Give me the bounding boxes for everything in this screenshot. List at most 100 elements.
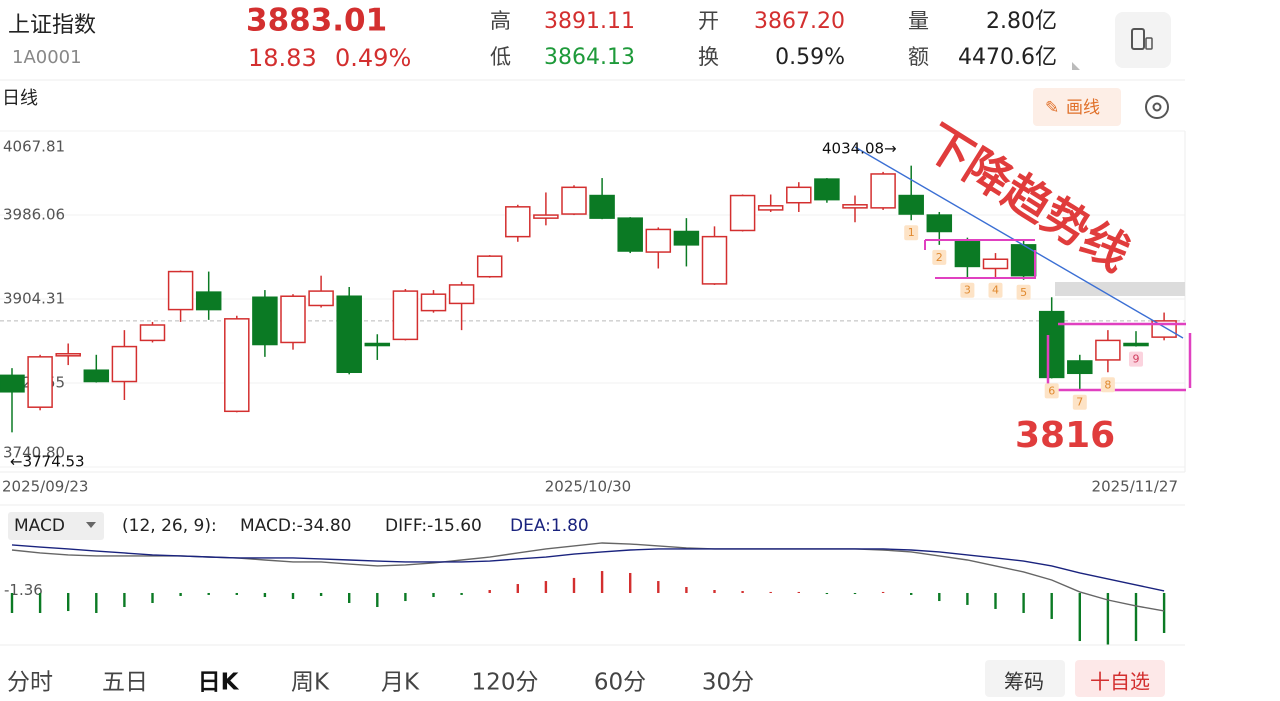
candle-body [533,214,559,219]
candle-body [561,186,587,215]
tab[interactable]: 30分 [702,670,754,696]
macd-bar [797,591,800,593]
handwritten-price: 3816 [1015,415,1115,456]
candle-body [111,345,138,383]
button-bg[interactable] [1075,660,1165,697]
macd-bar [319,592,323,596]
candle-body [476,255,503,278]
macd-bar [966,592,969,605]
candle-body [505,206,531,238]
candle-body [1123,342,1149,347]
settings-icon[interactable] [1145,95,1169,119]
macd-bar [1134,592,1138,642]
candle-body [617,217,643,252]
tab[interactable]: 60分 [594,670,646,696]
candle-body [252,296,278,346]
indicator-select[interactable] [8,512,104,540]
stat-value: 3864.13 [544,45,635,70]
indicator-params: (12, 26, 9): [122,516,217,536]
marker-label: 7 [1076,396,1083,409]
candle-body [195,291,222,311]
candle-body [392,290,419,341]
macd-bar [825,592,829,595]
candle-body [645,228,672,253]
macd-bar [713,590,716,593]
candle-body [308,290,334,307]
candle-body [898,194,924,215]
right-button[interactable]: 十自选 [1090,670,1150,694]
marker-box [932,249,947,265]
stat-label: 低 [490,45,511,69]
marker-box [1072,394,1087,410]
y-tick-label: -1.36 [4,581,43,599]
candle-body [786,186,812,204]
tab[interactable]: 分时 [7,670,53,696]
candle-body [842,204,868,209]
change: 18.83 [248,44,317,72]
tab[interactable]: 五日 [102,670,148,696]
macd-bar [1022,592,1025,613]
marker-label: 1 [908,226,915,239]
marker-box [960,282,975,298]
candle-body [420,293,447,312]
right-button[interactable]: 筹码 [1004,670,1044,694]
marker-box [1044,383,1059,399]
candle-body [83,369,110,383]
macd-bar [600,571,604,593]
macd-bar [685,587,688,593]
marker-label: 5 [1020,286,1027,299]
marker-box [1016,284,1031,300]
trend-line [854,146,1184,339]
macd-bar [488,590,491,593]
macd-bar [123,592,126,608]
marker-label: 9 [1133,353,1140,366]
macd-bar [910,592,913,595]
dea-readout: DEA:1.80 [510,516,589,536]
button-bg[interactable] [985,660,1065,697]
draw-button-label: 画线 [1066,98,1100,118]
macd-bar [10,592,14,613]
marker-box [1129,351,1143,367]
macd-bar [263,592,267,598]
y-tick-label: 4067.81 [3,138,65,156]
candle-body [673,230,700,246]
candle-body [364,342,391,347]
tab[interactable]: 日K [198,670,240,696]
macd-bar [291,592,295,599]
macd-bar [151,592,154,603]
macd-bar [404,592,407,602]
marker-box [904,225,919,241]
macd-bar [516,584,519,593]
macd-bar [67,592,70,612]
stat-label: 量 [908,9,929,33]
tab[interactable]: 月K [381,670,420,696]
highlight-box [1046,322,1192,392]
tab[interactable]: 120分 [472,670,539,696]
y-tick-label: 3740.80 [3,444,65,462]
marker-box [1100,377,1115,393]
macd-bar [1078,592,1081,642]
settings-icon [1152,102,1162,112]
diff-readout: DIFF:-15.60 [385,516,482,536]
marker-label: 6 [1048,384,1055,397]
macd-bar [938,592,941,602]
device-icon [1145,37,1153,50]
price: 3883.01 [246,3,387,39]
candle-body [280,295,306,344]
draw-button[interactable] [1033,88,1121,126]
marker-label: 8 [1104,378,1111,391]
macd-bar [38,592,42,613]
index-name: 上证指数 [8,13,96,38]
y-tick-label: 3986.06 [3,205,65,223]
tab[interactable]: 周K [291,670,330,696]
macd-readout: MACD:-34.80 [240,516,352,536]
dropdown-arrow [86,522,96,528]
price-tag [1055,282,1185,296]
candle-body [982,258,1009,270]
y-tick-label: 3904.31 [3,289,65,307]
macd-bar [348,592,351,603]
macd-bar [207,592,210,595]
